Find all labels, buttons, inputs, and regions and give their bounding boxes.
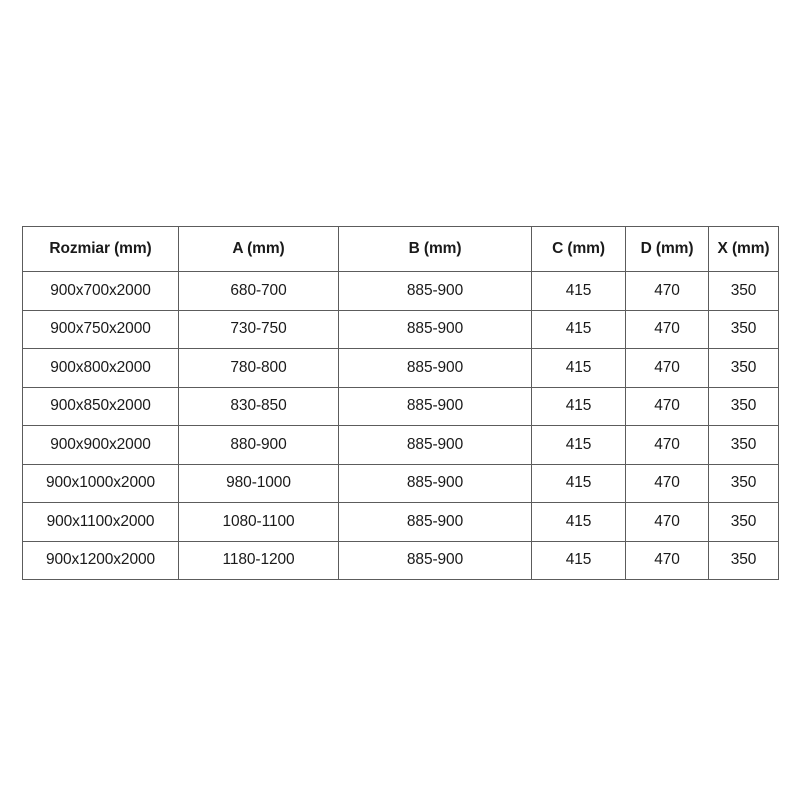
column-header-size: Rozmiar (mm)	[22, 226, 179, 272]
specification-table: Rozmiar (mm) A (mm) B (mm) C (mm) D (mm)…	[22, 226, 779, 580]
cell-d: 470	[625, 463, 709, 503]
column-header-b: B (mm)	[338, 226, 532, 272]
cell-size: 900x800x2000	[22, 348, 179, 388]
cell-d: 470	[625, 348, 709, 388]
cell-c: 415	[531, 386, 626, 426]
cell-b: 885-900	[338, 425, 532, 465]
cell-c: 415	[531, 502, 626, 542]
cell-c: 415	[531, 463, 626, 503]
specification-table-container: Rozmiar (mm) A (mm) B (mm) C (mm) D (mm)…	[22, 226, 779, 580]
cell-size: 900x700x2000	[22, 271, 179, 311]
cell-d: 470	[625, 271, 709, 311]
cell-b: 885-900	[338, 309, 532, 349]
cell-b: 885-900	[338, 463, 532, 503]
table-row: 900x1100x2000 1080-1100 885-900 415 470 350	[22, 502, 779, 542]
cell-a: 680-700	[178, 271, 339, 311]
cell-c: 415	[531, 271, 626, 311]
cell-size: 900x900x2000	[22, 425, 179, 465]
column-header-a: A (mm)	[178, 226, 339, 272]
cell-a: 880-900	[178, 425, 339, 465]
cell-d: 470	[625, 386, 709, 426]
cell-d: 470	[625, 309, 709, 349]
cell-b: 885-900	[338, 386, 532, 426]
cell-x: 350	[708, 271, 779, 311]
cell-a: 780-800	[178, 348, 339, 388]
table-header: Rozmiar (mm) A (mm) B (mm) C (mm) D (mm)…	[22, 226, 779, 272]
cell-b: 885-900	[338, 540, 532, 580]
cell-x: 350	[708, 309, 779, 349]
cell-size: 900x1100x2000	[22, 502, 179, 542]
cell-d: 470	[625, 425, 709, 465]
table-row: 900x800x2000 780-800 885-900 415 470 350	[22, 348, 779, 388]
cell-x: 350	[708, 348, 779, 388]
table-header-row: Rozmiar (mm) A (mm) B (mm) C (mm) D (mm)…	[22, 226, 779, 272]
cell-size: 900x750x2000	[22, 309, 179, 349]
cell-size: 900x1000x2000	[22, 463, 179, 503]
cell-c: 415	[531, 540, 626, 580]
cell-a: 730-750	[178, 309, 339, 349]
cell-a: 1180-1200	[178, 540, 339, 580]
table-row: 900x850x2000 830-850 885-900 415 470 350	[22, 386, 779, 426]
column-header-c: C (mm)	[531, 226, 626, 272]
cell-x: 350	[708, 386, 779, 426]
column-header-x: X (mm)	[708, 226, 779, 272]
table-body: 900x700x2000 680-700 885-900 415 470 350 900x7…	[22, 271, 779, 580]
table-row: 900x900x2000 880-900 885-900 415 470 350	[22, 425, 779, 465]
cell-size: 900x850x2000	[22, 386, 179, 426]
cell-a: 980-1000	[178, 463, 339, 503]
column-header-d: D (mm)	[625, 226, 709, 272]
cell-size: 900x1200x2000	[22, 540, 179, 580]
table-row: 900x1000x2000 980-1000 885-900 415 470 350	[22, 463, 779, 503]
cell-d: 470	[625, 502, 709, 542]
cell-b: 885-900	[338, 348, 532, 388]
cell-b: 885-900	[338, 271, 532, 311]
cell-a: 1080-1100	[178, 502, 339, 542]
cell-x: 350	[708, 502, 779, 542]
cell-x: 350	[708, 540, 779, 580]
cell-c: 415	[531, 348, 626, 388]
cell-c: 415	[531, 425, 626, 465]
table-row: 900x700x2000 680-700 885-900 415 470 350	[22, 271, 779, 311]
cell-x: 350	[708, 463, 779, 503]
cell-d: 470	[625, 540, 709, 580]
cell-x: 350	[708, 425, 779, 465]
cell-c: 415	[531, 309, 626, 349]
cell-b: 885-900	[338, 502, 532, 542]
cell-a: 830-850	[178, 386, 339, 426]
table-row: 900x1200x2000 1180-1200 885-900 415 470 350	[22, 540, 779, 580]
table-row: 900x750x2000 730-750 885-900 415 470 350	[22, 309, 779, 349]
